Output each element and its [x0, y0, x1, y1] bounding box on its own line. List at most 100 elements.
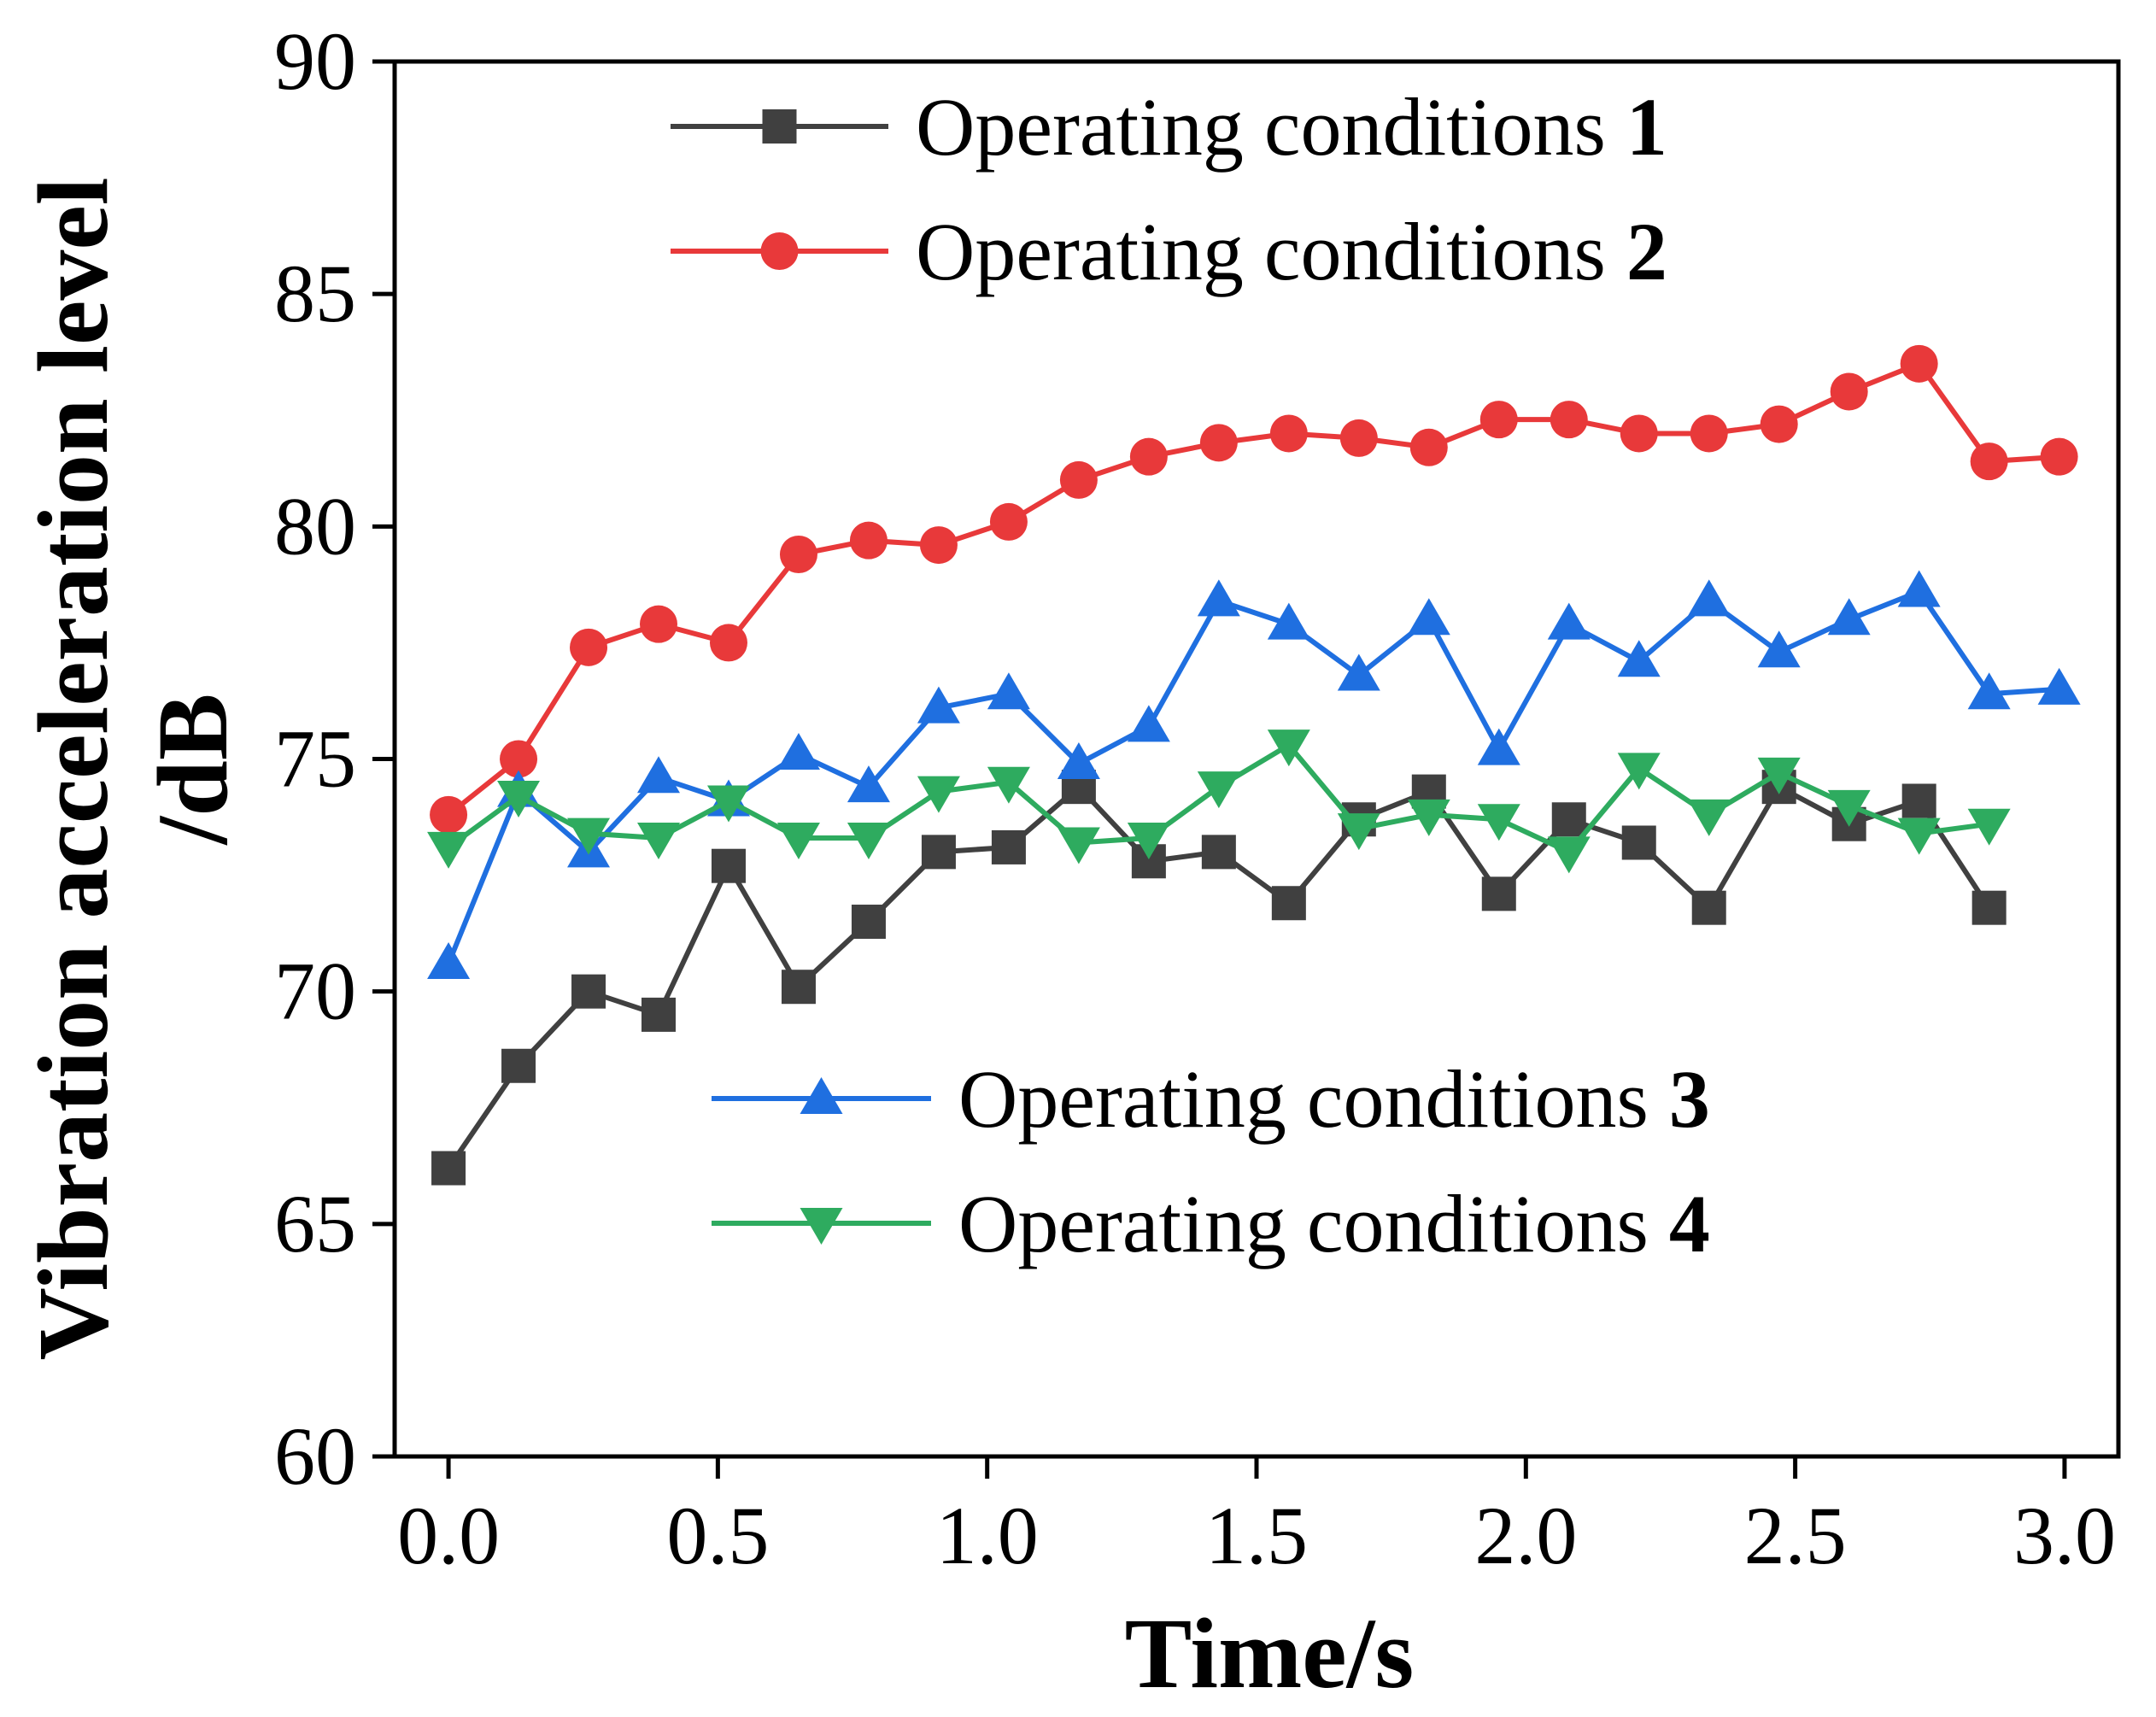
series-2-point	[849, 521, 888, 560]
series-1-point	[1551, 802, 1586, 837]
x-tick-label: 2.5	[1744, 1490, 1847, 1581]
legend-3-marker	[800, 1077, 843, 1114]
series-4-point	[1547, 836, 1591, 874]
series-1-point	[1481, 876, 1516, 911]
series-2-point	[1059, 460, 1098, 499]
x-tick-label: 1.0	[936, 1490, 1039, 1581]
series-2-point	[919, 526, 958, 565]
series-4-point	[497, 781, 541, 818]
series-3-point	[427, 942, 471, 980]
legend-2-label: Operating conditions 2	[916, 206, 1667, 297]
series-2-point	[1620, 414, 1658, 453]
series-1-point	[1271, 886, 1306, 921]
series-2-point	[1199, 424, 1238, 462]
legend-4-label: Operating conditions 4	[958, 1178, 1710, 1269]
series-4-point	[917, 776, 960, 813]
series-1-point	[431, 1151, 466, 1186]
series-4-point	[1827, 789, 1871, 827]
series-4-point	[847, 823, 890, 860]
series-4-point	[567, 817, 611, 855]
series-3-point	[1407, 598, 1450, 636]
series-2-point	[989, 502, 1028, 541]
legend-3-label-text: Operating conditions	[958, 1053, 1669, 1145]
series-3-point	[1337, 653, 1380, 691]
series-2-point	[570, 628, 608, 666]
series-3-line	[446, 589, 2059, 965]
y-tick-label: 85	[274, 248, 356, 339]
series-2-point	[709, 624, 747, 662]
series-4-point	[1617, 753, 1661, 790]
series-2-point	[1479, 401, 1518, 439]
axes: 0.0 0.5 1.0 1.5 2.0 2.5 3.0 60 65 70 75 80 85 90	[274, 15, 2121, 1581]
series-1-point	[781, 970, 816, 1005]
series-2-point	[640, 605, 678, 643]
legend-3-label: Operating conditions 3	[958, 1053, 1710, 1145]
series-4-point	[706, 785, 750, 823]
series-1-point	[1691, 890, 1726, 925]
y-tick-label: 70	[274, 946, 356, 1037]
legend-3-label-number: 3	[1669, 1053, 1710, 1145]
series-4-point	[1757, 757, 1801, 794]
series-1-point	[711, 848, 746, 883]
x-tick-label: 1.5	[1205, 1490, 1308, 1581]
legend-4-marker	[800, 1208, 843, 1245]
series-4-point	[1967, 808, 2011, 846]
y-tick-label: 65	[274, 1178, 356, 1269]
series-4-point	[1057, 827, 1100, 864]
legend-1-label-number: 1	[1626, 81, 1667, 173]
series-4-point	[1897, 817, 1941, 855]
series-3-point	[1617, 640, 1661, 677]
series-4-point	[1687, 799, 1731, 836]
series-2-point	[1339, 419, 1378, 457]
series-4-point	[427, 831, 471, 869]
y-axis-title-line1: Vibration acceleration level	[17, 177, 129, 1360]
series-1-point	[1621, 825, 1656, 860]
series-4-point	[1337, 813, 1380, 851]
series-4-point	[776, 823, 820, 860]
x-tick-label: 3.0	[2013, 1490, 2116, 1581]
legend-2-label-text: Operating conditions	[916, 206, 1626, 297]
x-tick-label: 2.0	[1474, 1490, 1577, 1581]
series-1-point	[991, 829, 1026, 864]
y-axis-title-line2: /dB	[137, 693, 249, 846]
series-1-point	[1901, 783, 1936, 818]
series-4-point	[1477, 804, 1520, 841]
legend-2-marker	[760, 232, 799, 270]
series-2-point	[1900, 344, 1938, 383]
series-1-point	[851, 905, 886, 940]
series-3-point	[1477, 728, 1520, 765]
series-3-point	[1757, 630, 1801, 668]
series-2-point	[1269, 414, 1308, 453]
series-4-point	[1407, 799, 1450, 836]
series-3-point	[1967, 672, 2011, 710]
series-2-point	[779, 535, 817, 573]
series-2-point	[2040, 437, 2078, 476]
series-4-point	[1197, 771, 1240, 809]
x-tick-label: 0.5	[666, 1490, 769, 1581]
legend-1-marker	[762, 109, 797, 144]
series-2-point	[500, 740, 538, 778]
series-4-point	[987, 766, 1030, 804]
legend-4-label-number: 4	[1669, 1178, 1710, 1269]
legend-4-label-text: Operating conditions	[958, 1178, 1669, 1269]
x-tick-label: 0.0	[397, 1490, 500, 1581]
series-3-point	[1897, 570, 1941, 607]
series-1-point	[1201, 835, 1236, 870]
series-2-point	[1970, 442, 2008, 481]
series-3-point	[1127, 705, 1170, 742]
series-3-point	[2037, 667, 2081, 705]
series-1-point	[1971, 890, 2007, 925]
series-3-point	[776, 733, 820, 771]
series-3-point	[987, 672, 1030, 710]
series-1-point	[921, 835, 956, 870]
series-2-point	[1690, 414, 1728, 453]
series-1-point	[501, 1048, 536, 1083]
series-2-point	[1830, 372, 1868, 411]
plot-area	[427, 344, 2081, 1186]
series-3-point	[1547, 602, 1591, 640]
legend-2-label-number: 2	[1626, 206, 1667, 297]
y-tick-label: 90	[274, 15, 356, 107]
series-2-point	[1550, 401, 1588, 439]
